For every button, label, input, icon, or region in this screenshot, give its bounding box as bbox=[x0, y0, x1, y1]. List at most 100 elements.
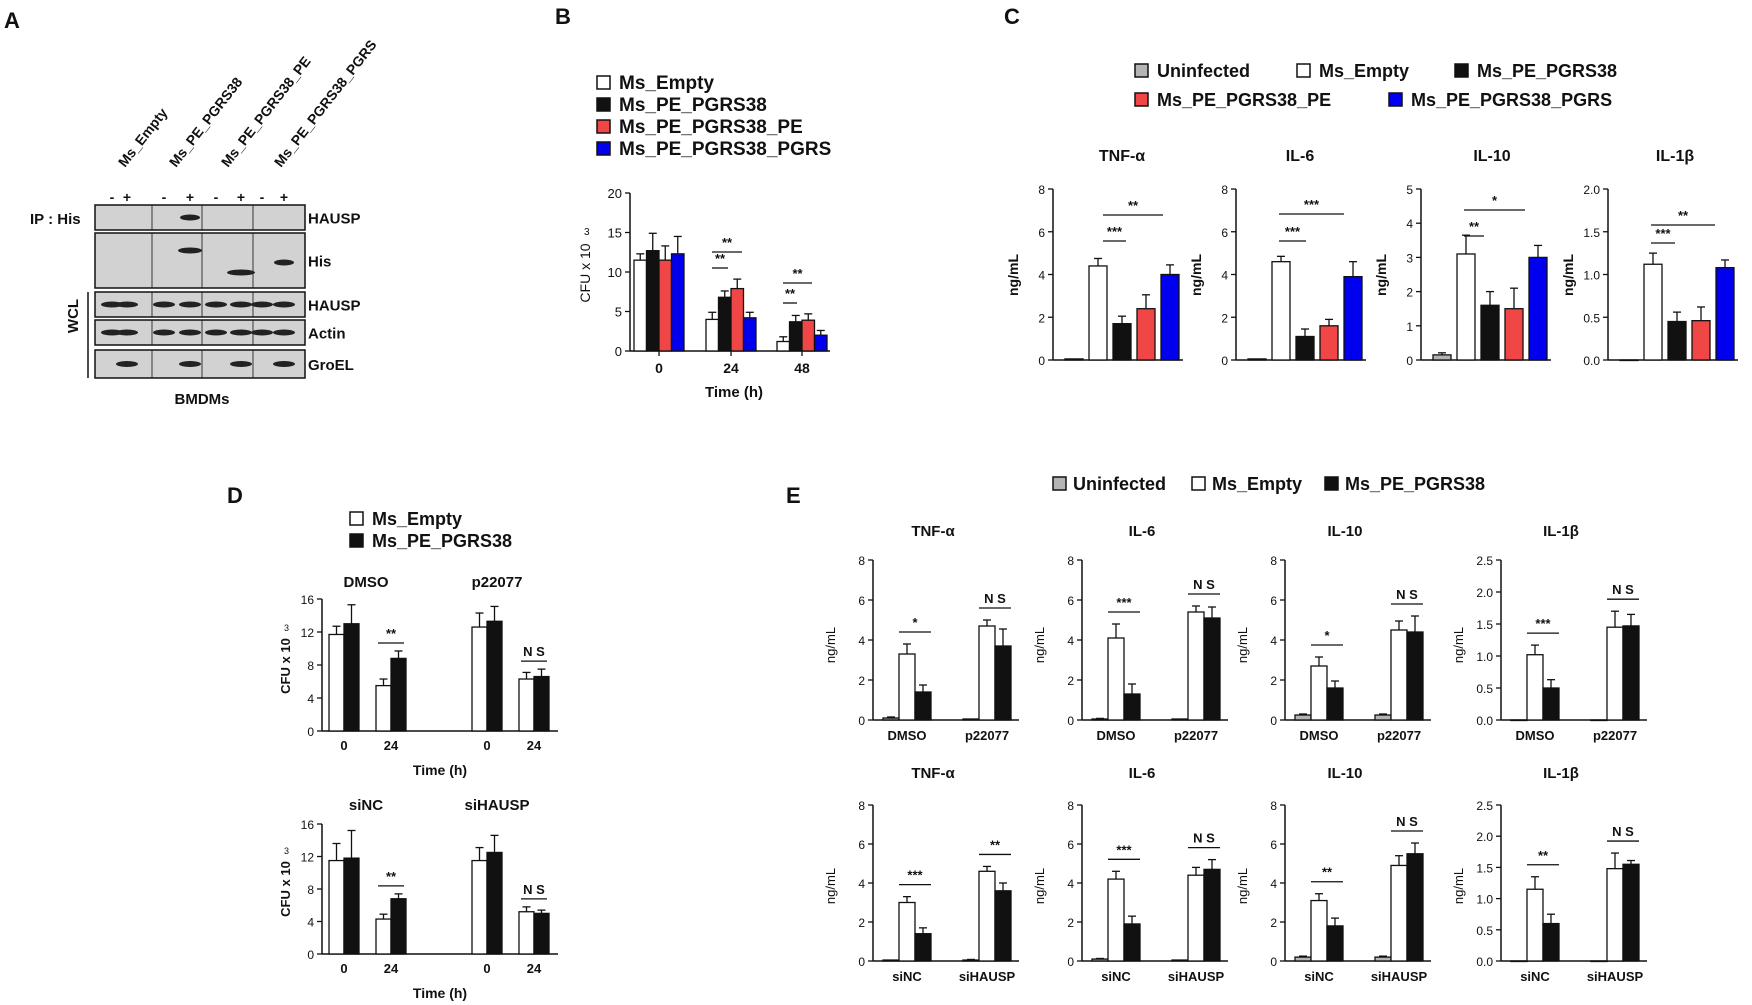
b-x-tick-label: 48 bbox=[794, 360, 810, 376]
e-y-axis-tick-label: 2.0 bbox=[1476, 830, 1493, 844]
b-x-tick-label: 0 bbox=[655, 360, 663, 376]
c-y-axis-tick-label: 4 bbox=[1221, 269, 1228, 283]
blot-band bbox=[230, 329, 252, 336]
c-subplot-title: IL-10 bbox=[1473, 148, 1510, 165]
legend-label: Ms_Empty bbox=[1212, 474, 1302, 494]
e-y-axis-tick-label: 0 bbox=[858, 955, 865, 969]
legend-label: Ms_Empty bbox=[619, 73, 714, 94]
d-bar bbox=[533, 675, 550, 732]
c-bar bbox=[1112, 323, 1132, 361]
e-sig-label: N S bbox=[1396, 814, 1418, 829]
e-bar bbox=[1326, 687, 1344, 721]
blot-band bbox=[116, 301, 138, 308]
e-y-axis-tick-label: 6 bbox=[858, 594, 865, 608]
e-y-axis-tick-label: 0 bbox=[1270, 955, 1277, 969]
d-group-title: p22077 bbox=[472, 574, 523, 591]
blot-band bbox=[251, 329, 273, 336]
e-bar bbox=[994, 890, 1012, 962]
d-y-axis-tick-label: 0 bbox=[307, 948, 314, 962]
e-bar bbox=[1606, 867, 1624, 962]
legend-swatch bbox=[596, 75, 611, 90]
b-sig-label: ** bbox=[792, 266, 803, 281]
e-x-tick-label: p22077 bbox=[1174, 728, 1218, 743]
c-bar bbox=[1504, 308, 1524, 361]
blot-band bbox=[230, 301, 252, 308]
d-bar bbox=[375, 684, 392, 732]
e-bar bbox=[978, 625, 996, 721]
d-group-title: DMSO bbox=[344, 574, 389, 591]
d-y-axis-tick-label: 4 bbox=[307, 692, 314, 706]
c-y-axis-tick-label: 0.0 bbox=[1583, 354, 1600, 368]
e-bar bbox=[1310, 899, 1328, 962]
e-bar bbox=[1590, 719, 1608, 722]
blot-band bbox=[273, 301, 295, 308]
e-bar bbox=[1622, 863, 1640, 962]
e-bar bbox=[898, 653, 916, 721]
c-y-axis-tick-label: 2.0 bbox=[1583, 183, 1600, 197]
e-x-tick-label: DMSO bbox=[1300, 728, 1339, 743]
e-bar bbox=[962, 959, 980, 962]
d-bar bbox=[518, 678, 535, 732]
e-bar bbox=[1622, 625, 1640, 721]
e-bar bbox=[1326, 925, 1344, 962]
e-bar bbox=[962, 718, 980, 721]
c-bar bbox=[1667, 320, 1687, 361]
panel-label-e: E bbox=[786, 483, 801, 508]
legend-swatch bbox=[1324, 476, 1339, 491]
e-bar bbox=[1294, 714, 1312, 721]
blot-band bbox=[116, 361, 138, 367]
blot-row-label: His bbox=[308, 254, 331, 271]
legend-label: Ms_Empty bbox=[1319, 61, 1409, 81]
e-bar bbox=[1310, 665, 1328, 721]
d-y-label-sup: 3 bbox=[284, 846, 289, 856]
e-y-label: ng/mL bbox=[1235, 868, 1250, 904]
b-bar bbox=[742, 317, 757, 352]
b-x-label: Time (h) bbox=[705, 384, 763, 401]
e-y-axis-tick-label: 0.5 bbox=[1476, 924, 1493, 938]
blot-sign: - bbox=[110, 189, 115, 205]
e-bar bbox=[1187, 874, 1205, 962]
c-y-label: ng/mL bbox=[1373, 254, 1389, 296]
blot-row-label: HAUSP bbox=[308, 298, 361, 315]
e-bar bbox=[1542, 922, 1560, 962]
e-x-tick-label: siHAUSP bbox=[1168, 969, 1225, 984]
e-bar bbox=[1294, 956, 1312, 962]
legend-label: Ms_PE_PGRS38 bbox=[619, 95, 767, 116]
blot-band bbox=[179, 361, 201, 367]
e-y-axis-tick-label: 2.5 bbox=[1476, 799, 1493, 813]
c-y-axis-tick-label: 2 bbox=[1221, 311, 1228, 325]
e-y-axis-tick-label: 8 bbox=[1270, 554, 1277, 568]
d-x-label: Time (h) bbox=[413, 762, 467, 778]
c-subplot-title: IL-1β bbox=[1656, 148, 1694, 165]
e-y-axis-tick-label: 2 bbox=[1067, 674, 1074, 688]
b-bar bbox=[658, 259, 673, 352]
e-y-axis-tick-label: 2 bbox=[1067, 916, 1074, 930]
e-y-axis-tick-label: 2 bbox=[1270, 916, 1277, 930]
e-x-tick-label: p22077 bbox=[1377, 728, 1421, 743]
blot-band bbox=[153, 301, 175, 308]
b-bar bbox=[813, 334, 828, 352]
blot-sign: + bbox=[186, 189, 194, 205]
e-y-axis-tick-label: 8 bbox=[858, 554, 865, 568]
e-bar bbox=[1091, 958, 1109, 962]
e-bar bbox=[1203, 868, 1221, 962]
e-bar bbox=[1510, 960, 1528, 963]
d-y-label-sup: 3 bbox=[284, 623, 289, 633]
e-bar bbox=[1187, 611, 1205, 721]
e-bar bbox=[914, 691, 932, 721]
e-y-axis-tick-label: 4 bbox=[858, 877, 865, 891]
e-y-axis-tick-label: 0.0 bbox=[1476, 714, 1493, 728]
c-y-axis-tick-label: 5 bbox=[1406, 183, 1413, 197]
blot-row-label: GroEL bbox=[308, 357, 354, 374]
b-bar bbox=[788, 321, 803, 352]
e-x-tick-label: DMSO bbox=[888, 728, 927, 743]
b-y-axis-tick-label: 15 bbox=[608, 226, 622, 241]
e-y-axis-tick-label: 6 bbox=[1270, 594, 1277, 608]
blot-row-label: Actin bbox=[308, 326, 346, 343]
panel-label-c: C bbox=[1004, 4, 1020, 29]
e-y-axis-tick-label: 2 bbox=[858, 916, 865, 930]
b-y-axis-tick-label: 0 bbox=[615, 344, 622, 359]
e-x-tick-label: DMSO bbox=[1097, 728, 1136, 743]
d-bar bbox=[533, 912, 550, 955]
c-y-axis-tick-label: 2 bbox=[1406, 286, 1413, 300]
